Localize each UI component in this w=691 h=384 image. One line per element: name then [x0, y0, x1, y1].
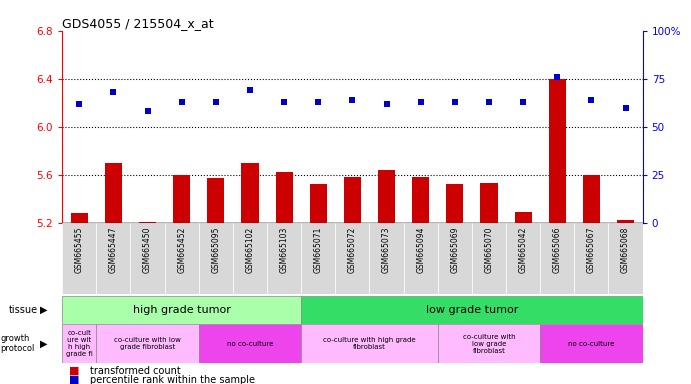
Point: [245, 87, 256, 93]
Text: GSM665068: GSM665068: [621, 226, 630, 273]
Bar: [301, 296, 643, 324]
Text: ■: ■: [69, 366, 79, 376]
Point: [74, 101, 85, 107]
Bar: [173, 175, 190, 223]
Bar: [199, 324, 301, 363]
Text: GSM665070: GSM665070: [484, 226, 493, 273]
Text: high grade tumor: high grade tumor: [133, 305, 231, 315]
Bar: [70, 213, 88, 223]
Point: [142, 108, 153, 114]
Text: low grade tumor: low grade tumor: [426, 305, 518, 315]
Bar: [404, 223, 438, 294]
Text: GSM665069: GSM665069: [451, 226, 460, 273]
Text: GSM665450: GSM665450: [143, 226, 152, 273]
Text: GSM665102: GSM665102: [245, 226, 254, 273]
Text: GSM665073: GSM665073: [382, 226, 391, 273]
Text: GSM665452: GSM665452: [177, 226, 186, 273]
Bar: [583, 175, 600, 223]
Bar: [549, 79, 566, 223]
Bar: [62, 296, 301, 324]
Bar: [96, 223, 131, 294]
Text: transformed count: transformed count: [90, 366, 180, 376]
Point: [620, 104, 631, 111]
Point: [381, 101, 392, 107]
Bar: [515, 212, 531, 223]
Bar: [267, 223, 301, 294]
Text: percentile rank within the sample: percentile rank within the sample: [90, 375, 255, 384]
Text: GSM665103: GSM665103: [280, 226, 289, 273]
Bar: [241, 163, 258, 223]
Bar: [540, 223, 574, 294]
Text: co-cult
ure wit
h high
grade fi: co-cult ure wit h high grade fi: [66, 330, 93, 357]
Bar: [276, 172, 293, 223]
Bar: [233, 223, 267, 294]
Text: GSM665066: GSM665066: [553, 226, 562, 273]
Bar: [62, 223, 96, 294]
Point: [278, 99, 290, 105]
Bar: [207, 178, 225, 223]
Bar: [199, 223, 233, 294]
Point: [313, 99, 324, 105]
Text: co-culture with low
grade fibroblast: co-culture with low grade fibroblast: [114, 337, 181, 350]
Bar: [472, 223, 506, 294]
Point: [551, 74, 562, 80]
Point: [449, 99, 460, 105]
Text: GSM665447: GSM665447: [109, 226, 118, 273]
Point: [108, 89, 119, 95]
Bar: [139, 222, 156, 223]
Text: ■: ■: [69, 375, 79, 384]
Bar: [105, 163, 122, 223]
Text: GSM665095: GSM665095: [211, 226, 220, 273]
Text: no co-culture: no co-culture: [568, 341, 614, 347]
Bar: [164, 223, 199, 294]
Bar: [131, 223, 164, 294]
Bar: [617, 220, 634, 223]
Bar: [540, 324, 643, 363]
Text: growth
protocol: growth protocol: [1, 334, 35, 353]
Text: GSM665455: GSM665455: [75, 226, 84, 273]
Bar: [438, 223, 472, 294]
Bar: [335, 223, 370, 294]
Text: co-culture with high grade
fibroblast: co-culture with high grade fibroblast: [323, 337, 416, 350]
Point: [518, 99, 529, 105]
Text: no co-culture: no co-culture: [227, 341, 273, 347]
Bar: [412, 177, 429, 223]
Text: GSM665094: GSM665094: [416, 226, 425, 273]
Bar: [301, 223, 335, 294]
Bar: [62, 324, 96, 363]
Point: [210, 99, 221, 105]
Text: ▶: ▶: [39, 339, 47, 349]
Bar: [609, 223, 643, 294]
Text: GSM665042: GSM665042: [519, 226, 528, 273]
Point: [484, 99, 495, 105]
Point: [176, 99, 187, 105]
Bar: [344, 177, 361, 223]
Bar: [370, 223, 404, 294]
Bar: [446, 184, 464, 223]
Bar: [96, 324, 199, 363]
Text: GSM665072: GSM665072: [348, 226, 357, 273]
Point: [586, 97, 597, 103]
Bar: [506, 223, 540, 294]
Bar: [480, 183, 498, 223]
Text: co-culture with
low grade
fibroblast: co-culture with low grade fibroblast: [463, 334, 515, 354]
Bar: [301, 324, 438, 363]
Text: GDS4055 / 215504_x_at: GDS4055 / 215504_x_at: [62, 17, 214, 30]
Bar: [310, 184, 327, 223]
Text: GSM665071: GSM665071: [314, 226, 323, 273]
Point: [415, 99, 426, 105]
Text: ▶: ▶: [39, 305, 47, 315]
Bar: [438, 324, 540, 363]
Text: GSM665067: GSM665067: [587, 226, 596, 273]
Point: [347, 97, 358, 103]
Bar: [574, 223, 609, 294]
Text: tissue: tissue: [8, 305, 37, 315]
Bar: [378, 170, 395, 223]
